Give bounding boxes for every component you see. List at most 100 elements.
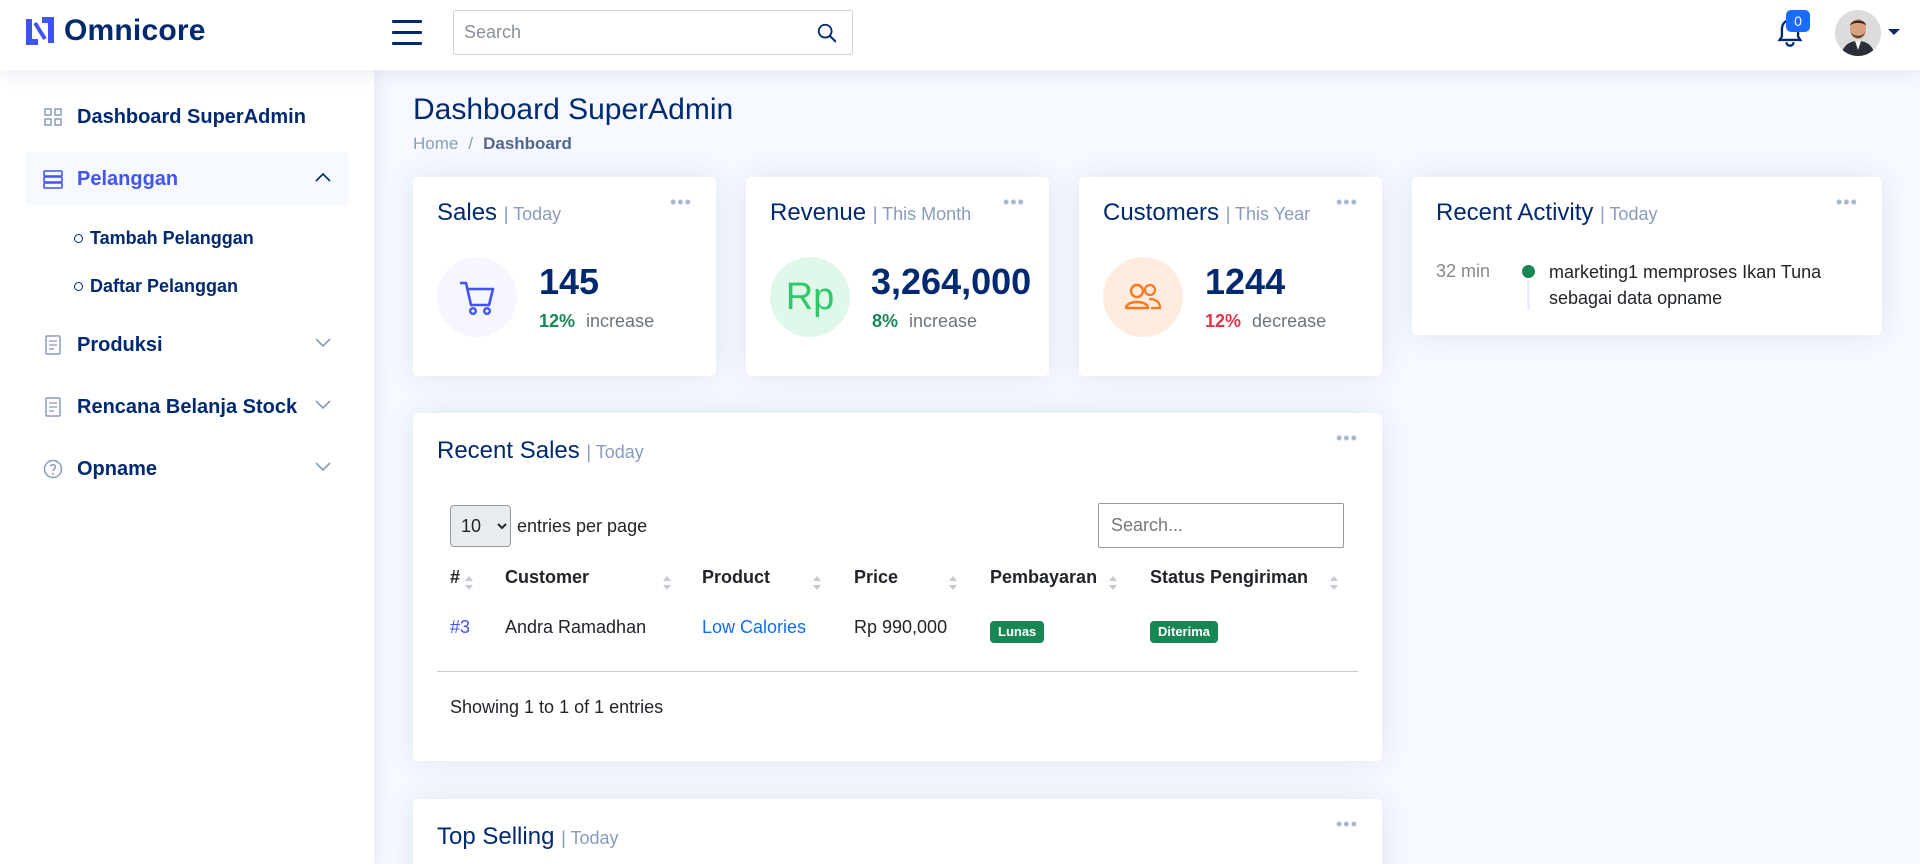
chevron-down-icon xyxy=(315,462,331,472)
recent-sales-card: Recent Sales | Today ••• 10 entries per … xyxy=(413,413,1382,761)
currency-symbol: Rp xyxy=(785,275,835,318)
sales-card: Sales | Today ••• 145 12% increase xyxy=(413,177,716,376)
more-options-icon[interactable]: ••• xyxy=(1836,192,1858,212)
document-icon xyxy=(45,335,61,355)
revenue-value: 3,264,000 xyxy=(871,261,1032,302)
circle-icon xyxy=(74,281,83,291)
cart-icon xyxy=(437,257,517,337)
sidebar-subitem-daftar-pelanggan[interactable]: Daftar Pelanggan xyxy=(74,262,374,310)
page-size-select[interactable]: 10 xyxy=(450,505,511,547)
sidebar-subitem-tambah-pelanggan[interactable]: Tambah Pelanggan xyxy=(74,214,374,262)
card-period: | Today xyxy=(1600,204,1658,224)
sidebar-item-label: Opname xyxy=(77,457,158,480)
revenue-card: Revenue | This Month ••• Rp 3,264,000 8%… xyxy=(746,177,1049,376)
sort-icon[interactable] xyxy=(662,573,672,593)
sidebar-item-label: Pelanggan xyxy=(77,167,179,190)
card-title: Revenue | This Month xyxy=(770,199,971,227)
document-icon xyxy=(45,397,61,417)
table-search-input[interactable] xyxy=(1098,503,1344,548)
column-header-pembayaran[interactable]: Pembayaran xyxy=(990,567,1098,587)
sales-change-label: increase xyxy=(586,311,655,331)
column-header-customer[interactable]: Customer xyxy=(505,567,590,587)
chevron-up-icon xyxy=(315,172,331,182)
column-header-status[interactable]: Status Pengiriman xyxy=(1150,567,1309,587)
sales-change: 12% increase xyxy=(539,311,654,332)
card-title-text: Revenue xyxy=(770,199,867,226)
customers-change-label: decrease xyxy=(1252,311,1327,331)
card-title-text: Recent Sales xyxy=(437,437,580,464)
revenue-change: 8% increase xyxy=(872,311,977,332)
sort-icon[interactable] xyxy=(464,573,474,593)
card-period: | Today xyxy=(503,204,562,224)
customers-change-pct: 12% xyxy=(1205,311,1242,331)
column-header-price[interactable]: Price xyxy=(854,567,899,587)
row-product-link[interactable]: Low Calories xyxy=(702,617,807,637)
page-title: Dashboard SuperAdmin xyxy=(413,93,734,126)
card-title-text: Top Selling xyxy=(437,823,555,850)
entries-label: entries per page xyxy=(517,515,648,536)
more-options-icon[interactable]: ••• xyxy=(1336,192,1358,212)
sales-value: 145 xyxy=(539,261,600,302)
sidebar-item-label: Rencana Belanja Stock xyxy=(77,395,298,418)
circle-icon xyxy=(74,233,83,243)
profile-dropdown-icon[interactable] xyxy=(1888,29,1900,35)
search-icon[interactable] xyxy=(816,22,838,44)
sidebar-subitem-label: Tambah Pelanggan xyxy=(90,227,254,248)
row-id-link[interactable]: #3 xyxy=(450,617,471,637)
more-options-icon[interactable]: ••• xyxy=(1336,428,1358,448)
chevron-down-icon xyxy=(315,400,331,410)
chevron-down-icon xyxy=(315,338,331,348)
sidebar-item-label: Produksi xyxy=(77,333,163,356)
more-options-icon[interactable]: ••• xyxy=(1336,814,1358,834)
customers-card: Customers | This Year ••• 1244 12% decre… xyxy=(1079,177,1382,376)
grid-icon xyxy=(44,108,62,126)
table-info: Showing 1 to 1 of 1 entries xyxy=(450,697,664,717)
activity-timeline-line xyxy=(1527,280,1530,310)
activity-status-dot xyxy=(1522,265,1535,278)
sidebar-item-rencana-belanja-stock[interactable]: Rencana Belanja Stock xyxy=(25,380,349,434)
column-header-product[interactable]: Product xyxy=(702,567,771,587)
row-price: Rp 990,000 xyxy=(854,617,948,637)
column-header-id[interactable]: # xyxy=(450,567,461,587)
sidebar-item-pelanggan[interactable]: Pelanggan xyxy=(25,152,349,206)
recent-activity-card: Recent Activity | Today ••• 32 min marke… xyxy=(1412,177,1882,335)
payment-status-badge: Lunas xyxy=(990,621,1045,643)
table-divider xyxy=(437,671,1358,672)
top-header: Omnicore 0 xyxy=(0,0,1920,70)
sidebar-item-produksi[interactable]: Produksi xyxy=(25,318,349,372)
card-title: Recent Activity | Today xyxy=(1436,199,1657,227)
more-options-icon[interactable]: ••• xyxy=(1003,192,1025,212)
search-input[interactable] xyxy=(454,11,794,54)
activity-time: 32 min xyxy=(1436,261,1491,281)
question-circle-icon xyxy=(43,459,63,479)
customers-value: 1244 xyxy=(1205,261,1286,302)
sort-icon[interactable] xyxy=(948,573,958,593)
breadcrumb-home[interactable]: Home xyxy=(413,134,459,153)
card-title-text: Customers xyxy=(1103,199,1220,226)
card-period: | This Month xyxy=(872,204,972,224)
sidebar-toggle-icon[interactable] xyxy=(392,20,422,46)
customers-change: 12% decrease xyxy=(1205,311,1326,332)
sort-icon[interactable] xyxy=(1329,573,1339,593)
breadcrumb-current: Dashboard xyxy=(483,134,572,153)
sort-icon[interactable] xyxy=(1108,573,1118,593)
brand-logo[interactable]: Omnicore xyxy=(24,14,206,48)
people-icon xyxy=(1103,257,1183,337)
entries-per-page: 10 entries per page xyxy=(450,505,647,547)
card-title-text: Sales xyxy=(437,199,498,226)
revenue-change-label: increase xyxy=(909,311,978,331)
card-title: Top Selling | Today xyxy=(437,823,618,851)
avatar[interactable] xyxy=(1835,10,1881,56)
logo-icon xyxy=(26,17,54,45)
currency-icon: Rp xyxy=(770,257,850,337)
activity-text: marketing1 memproses Ikan Tuna sebagai d… xyxy=(1549,262,1822,308)
sort-icon[interactable] xyxy=(812,573,822,593)
sidebar-item-opname[interactable]: Opname xyxy=(25,442,349,496)
more-options-icon[interactable]: ••• xyxy=(670,192,692,212)
sidebar: Dashboard SuperAdmin Pelanggan Tambah Pe… xyxy=(0,70,374,864)
search-bar xyxy=(453,10,853,55)
card-title: Customers | This Year xyxy=(1103,199,1310,227)
brand-name: Omnicore xyxy=(64,14,206,47)
card-title: Sales | Today xyxy=(437,199,561,227)
sidebar-item-dashboard[interactable]: Dashboard SuperAdmin xyxy=(25,90,349,144)
